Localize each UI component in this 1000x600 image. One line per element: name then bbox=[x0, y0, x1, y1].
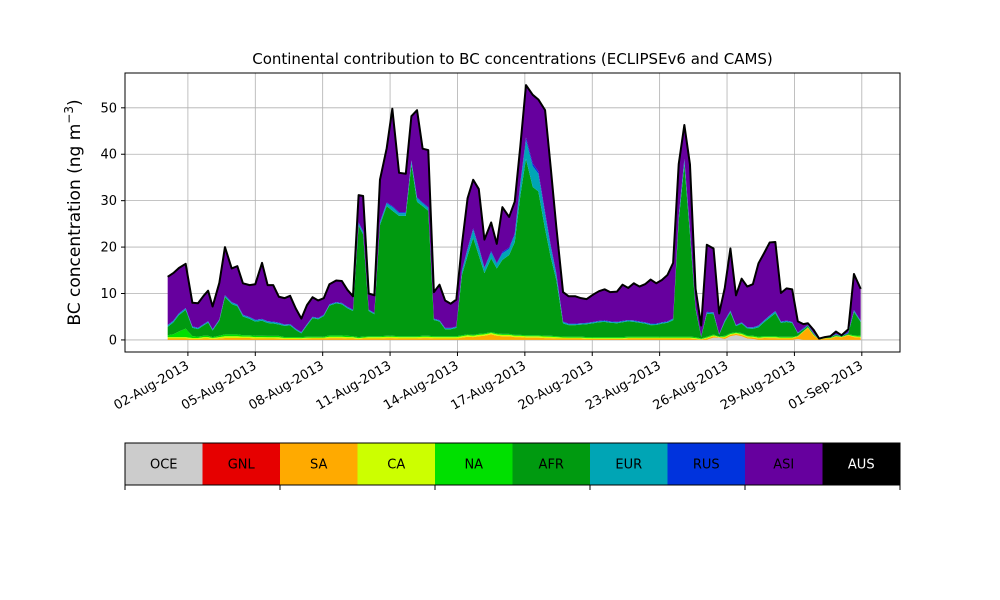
area-afr bbox=[167, 158, 861, 340]
x-tick-label: 17-Aug-2013 bbox=[449, 358, 529, 413]
legend-swatch-oce bbox=[125, 443, 203, 485]
legend-label-aus: AUS bbox=[848, 458, 875, 473]
legend-label-na: NA bbox=[464, 458, 483, 473]
y-axis-label-close: ) bbox=[65, 99, 85, 106]
x-tick-label: 01-Sep-2013 bbox=[786, 358, 866, 413]
legend-swatch-afr bbox=[512, 443, 591, 485]
legend-swatch-rus bbox=[667, 443, 746, 485]
y-axis-label-main: BC concentration (ng m bbox=[65, 124, 85, 326]
area-ca bbox=[167, 327, 861, 340]
legend-label-sa: SA bbox=[310, 458, 327, 473]
y-axis-label-exponent: −3 bbox=[62, 106, 76, 124]
x-tick-label: 08-Aug-2013 bbox=[246, 358, 326, 413]
legend-label-asi: ASI bbox=[773, 458, 794, 473]
y-tick-label: 40 bbox=[100, 148, 117, 163]
legend-swatch-eur bbox=[590, 443, 668, 485]
legend-swatch-ca bbox=[357, 443, 436, 485]
y-tick-label: 10 bbox=[100, 287, 117, 302]
x-tick-label: 20-Aug-2013 bbox=[516, 358, 596, 413]
stacked-areas bbox=[167, 85, 861, 340]
area-na bbox=[167, 327, 861, 340]
x-tick-label: 11-Aug-2013 bbox=[314, 358, 394, 413]
total-concentration-line bbox=[167, 84, 862, 340]
x-tick-label: 26-Aug-2013 bbox=[651, 358, 731, 413]
legend-label-afr: AFR bbox=[539, 458, 564, 473]
y-axis: 0 10 20 30 40 50 bbox=[100, 101, 125, 348]
legend-label-gnl: GNL bbox=[228, 458, 256, 473]
area-eur bbox=[167, 140, 861, 340]
region-legend: OCE GNL SA CA NA AFR EUR RUS ASI AUS bbox=[124, 442, 901, 490]
legend-swatch-na bbox=[435, 443, 513, 485]
x-tick-label: 29-Aug-2013 bbox=[718, 358, 798, 413]
plot-frame bbox=[124, 72, 901, 353]
x-axis: 02-Aug-201305-Aug-201308-Aug-201311-Aug-… bbox=[112, 352, 866, 414]
x-tick-label: 05-Aug-2013 bbox=[179, 358, 259, 413]
x-tick-label: 23-Aug-2013 bbox=[583, 358, 663, 413]
legend-swatch-asi bbox=[745, 443, 823, 485]
legend-label-ca: CA bbox=[387, 458, 405, 473]
y-tick-label: 0 bbox=[109, 333, 117, 348]
legend-swatch-aus bbox=[822, 443, 901, 485]
y-tick-label: 50 bbox=[100, 101, 117, 116]
x-tick-label: 02-Aug-2013 bbox=[112, 358, 192, 413]
y-tick-label: 20 bbox=[100, 241, 117, 256]
legend-label-rus: RUS bbox=[693, 458, 720, 473]
y-axis-label: BC concentration (ng m−3) bbox=[62, 99, 85, 325]
chart-title: Continental contribution to BC concentra… bbox=[252, 50, 773, 68]
y-tick-label: 30 bbox=[100, 194, 117, 209]
area-sa bbox=[167, 327, 861, 340]
legend-frame bbox=[124, 442, 901, 486]
legend-swatch-gnl bbox=[202, 443, 281, 485]
legend-label-oce: OCE bbox=[150, 458, 178, 473]
legend-label-eur: EUR bbox=[615, 458, 642, 473]
legend-swatch-sa bbox=[280, 443, 358, 485]
x-tick-label: 14-Aug-2013 bbox=[381, 358, 461, 413]
total-line-layer bbox=[167, 84, 862, 340]
